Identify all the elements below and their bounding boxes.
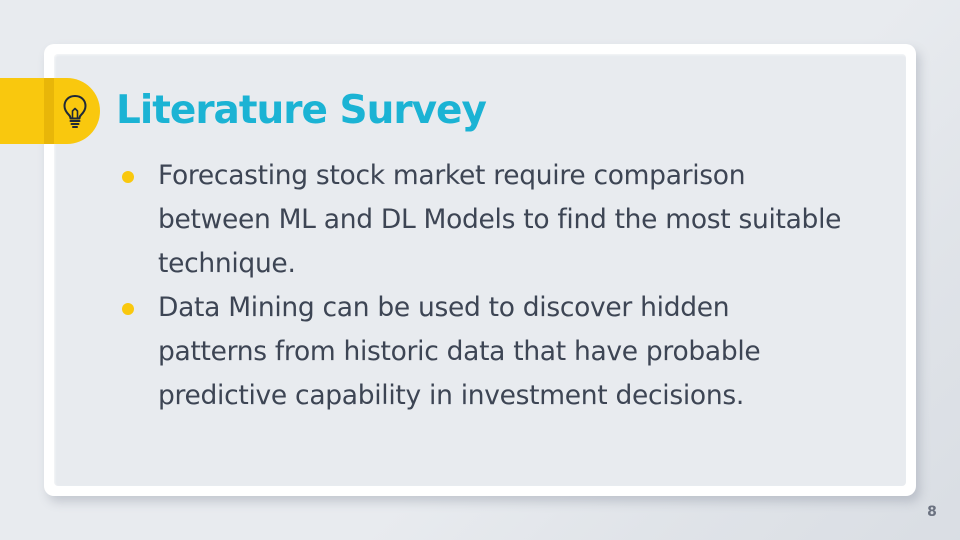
page-number: 8 xyxy=(927,504,937,520)
title-accent-shade xyxy=(44,78,54,144)
bullet-item: Forecasting stock market require compari… xyxy=(116,154,846,286)
bullet-dot xyxy=(122,171,134,183)
bullet-text: Data Mining can be used to discover hidd… xyxy=(158,292,761,411)
bullet-item: Data Mining can be used to discover hidd… xyxy=(116,286,846,418)
lightbulb-icon xyxy=(63,95,87,128)
bullet-text: Forecasting stock market require compari… xyxy=(158,160,842,279)
slide-title: Literature Survey xyxy=(116,88,487,133)
slide-card xyxy=(54,54,906,486)
bullet-dot xyxy=(122,303,134,315)
bullet-list: Forecasting stock market require compari… xyxy=(116,154,846,418)
